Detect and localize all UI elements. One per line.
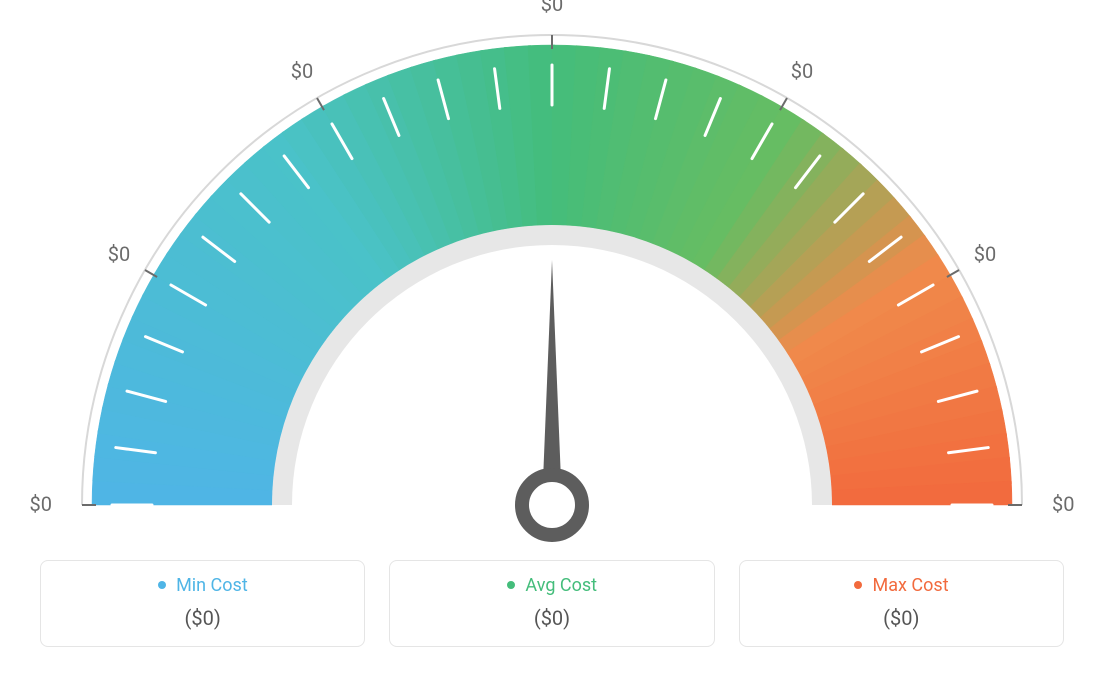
gauge-tick-label: $0 — [1052, 492, 1074, 516]
legend-value-max: ($0) — [750, 606, 1053, 630]
gauge-tick-label: $0 — [291, 59, 313, 83]
legend-label-max: Max Cost — [873, 575, 949, 596]
legend-title-max: Max Cost — [750, 575, 1053, 596]
gauge-tick-label: $0 — [541, 0, 563, 16]
legend-card-max: Max Cost ($0) — [739, 560, 1064, 647]
legend-value-avg: ($0) — [400, 606, 703, 630]
gauge-tick-label: $0 — [30, 492, 52, 516]
gauge-area: $0 $0 $0 $0 $0 $0 $0 — [0, 0, 1104, 560]
legend-dot-min — [158, 581, 166, 589]
gauge-tick-label: $0 — [791, 59, 813, 83]
gauge-tick-label: $0 — [974, 242, 996, 266]
legend-title-avg: Avg Cost — [400, 575, 703, 596]
gauge-chart: $0 $0 $0 $0 $0 $0 $0 — [0, 0, 1104, 560]
legend-value-min: ($0) — [51, 606, 354, 630]
gauge-tick-label: $0 — [108, 242, 130, 266]
legend-row: Min Cost ($0) Avg Cost ($0) Max Cost ($0… — [0, 560, 1104, 647]
chart-wrapper: $0 $0 $0 $0 $0 $0 $0 Min Cost ($0) Avg Cost ($… — [0, 0, 1104, 690]
legend-card-avg: Avg Cost ($0) — [389, 560, 714, 647]
legend-dot-avg — [507, 581, 515, 589]
legend-dot-max — [854, 581, 862, 589]
legend-card-min: Min Cost ($0) — [40, 560, 365, 647]
legend-label-avg: Avg Cost — [525, 575, 597, 596]
legend-title-min: Min Cost — [51, 575, 354, 596]
legend-label-min: Min Cost — [176, 575, 248, 596]
